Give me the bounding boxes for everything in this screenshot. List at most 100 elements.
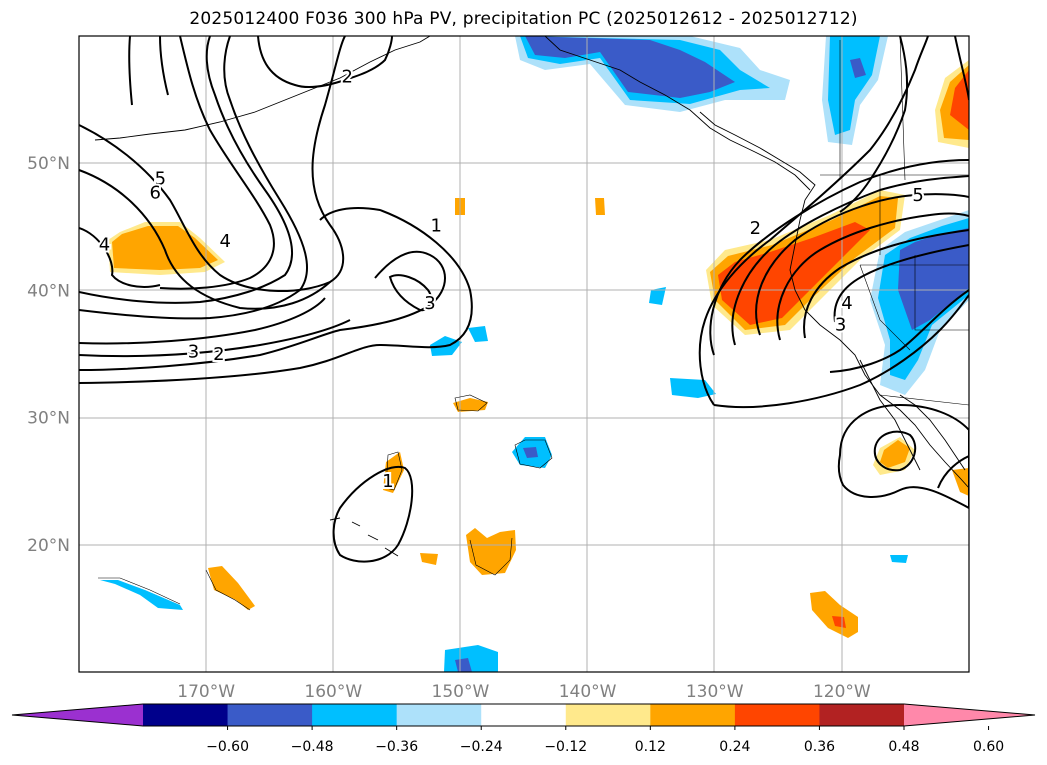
map-title: 2025012400 F036 300 hPa PV, precipitatio… — [189, 9, 858, 29]
colorbar-tick-label: −0.24 — [460, 739, 503, 755]
border-states — [859, 175, 969, 351]
pv-contour-jet-3 — [79, 250, 446, 371]
pv-contour-nw-3 — [79, 227, 161, 288]
colorbar-tick-label: 0.36 — [804, 739, 835, 755]
pv-contour-top-loop — [128, 36, 169, 106]
pv-contour-nw-5 — [79, 36, 294, 304]
contour-label: 2 — [342, 67, 353, 88]
precip-pos-cell-7 — [208, 566, 255, 610]
pv-contour-east-outer2 — [829, 289, 969, 373]
precip-neg-canada-core — [850, 58, 866, 78]
colorbar-tick-label: 0.12 — [635, 739, 666, 755]
latitude-label: 50°N — [27, 154, 70, 174]
latitude-label: 20°N — [27, 536, 70, 556]
colorbar-segment — [565, 704, 651, 726]
colorbar-extend-low — [12, 704, 143, 726]
precip-neg-alaska-core — [525, 36, 735, 98]
colorbar-segment — [819, 704, 905, 726]
longitude-labels: 170°W 160°W 150°W 140°W 130°W 120°W — [177, 682, 871, 702]
pv-contour-east-3 — [755, 193, 969, 336]
pv-contour-east-outer3 — [713, 294, 969, 409]
latitude-labels: 20°N 30°N 40°N 50°N — [27, 154, 70, 556]
colorbar-segment — [396, 704, 482, 726]
pv-contour-3-ring — [388, 274, 433, 312]
pv-contour-nw-6 — [159, 36, 275, 290]
map-area[interactable] — [79, 36, 969, 672]
pv-contour-mexico-2 — [873, 430, 917, 472]
contour-label: 5 — [155, 168, 166, 189]
precip-pos-mexico-mid — [880, 440, 910, 468]
precip-pos-cell-8 — [810, 591, 858, 638]
colorbar-segment — [312, 704, 398, 726]
longitude-label: 140°W — [559, 682, 617, 702]
pv-contour-east-5 — [803, 229, 969, 339]
border-us-mexico — [879, 394, 969, 406]
pv-contour-nw-2 — [79, 169, 331, 310]
contour-label: 1 — [382, 471, 393, 492]
contour-label: 5 — [912, 185, 923, 206]
pv-contour-hawaii-1 — [332, 465, 414, 563]
latitude-label: 30°N — [27, 409, 70, 429]
precip-pos-cell-2 — [595, 198, 605, 215]
contour-label: 2 — [213, 344, 224, 365]
pv-contour-top-2 — [257, 36, 393, 89]
precip-neg-cell-5-core — [523, 447, 538, 458]
precip-pos-cell-5 — [466, 528, 516, 575]
coastline-alaska-south — [544, 36, 811, 191]
contour-label: 6 — [150, 182, 161, 203]
longitude-label: 130°W — [686, 682, 744, 702]
pv-contour-mexico-1 — [837, 403, 969, 510]
contour-label: 1 — [431, 216, 442, 237]
contour-label: 3 — [188, 341, 199, 362]
colorbar-tick-label: −0.60 — [206, 739, 249, 755]
precip-pos-cell-3 — [453, 398, 488, 412]
colorbar-tick-label: −0.12 — [544, 739, 587, 755]
precip-neg-cell-1 — [649, 287, 666, 305]
colorbar-tick-label: 0.24 — [719, 739, 750, 755]
longitude-label: 170°W — [177, 682, 235, 702]
precip-neg-interior-core — [898, 228, 969, 330]
colorbar-segment — [650, 704, 736, 726]
precip-neg-cell-6 — [100, 580, 183, 610]
longitude-label: 120°W — [813, 682, 871, 702]
contour-label: 4 — [219, 231, 230, 252]
pv-contour-topright — [839, 36, 909, 213]
precip-pos-cell-6 — [420, 553, 438, 565]
colorbar-tick-label: 0.60 — [973, 739, 1004, 755]
precip-pos-topright-core — [950, 70, 969, 130]
coastline-bc-islands — [699, 111, 816, 201]
pv-contour-nw-4 — [79, 36, 308, 320]
pv-contour-east-outer — [698, 36, 929, 406]
precip-neg-cell-8 — [890, 555, 908, 563]
colorbar-outline — [11, 703, 1036, 727]
colorbar: −0.60 −0.48 −0.36 −0.24 −0.12 0.12 0.24 0.36 0.4… — [11, 703, 1036, 755]
pv-contours — [79, 36, 969, 563]
pv-contour-jet-0 — [79, 297, 326, 345]
precip-neg-canada-mid — [828, 36, 880, 135]
coastline-us-west — [789, 199, 969, 489]
map-frame — [78, 35, 970, 673]
longitude-label: 150°W — [432, 682, 490, 702]
contour-label: 4 — [99, 235, 110, 256]
contour-label: 2 — [750, 218, 761, 239]
contour-label: 4 — [841, 293, 852, 314]
precip-neg-cell-3 — [468, 326, 488, 342]
contour-label: 3 — [835, 315, 846, 336]
precip-neg-cell-7-core — [455, 658, 472, 672]
longitude-label: 160°W — [304, 682, 362, 702]
pv-contour-jet-1 — [79, 207, 473, 384]
contour-label: 3 — [424, 293, 435, 314]
coastline-mexico-main — [899, 394, 966, 471]
colorbar-segment — [227, 704, 313, 726]
colorbar-segment — [481, 704, 567, 726]
colorbar-tick-label: −0.36 — [375, 739, 418, 755]
colorbar-extend-high — [904, 704, 1035, 726]
colorbar-tick-label: 0.48 — [888, 739, 919, 755]
colorbar-segment — [143, 704, 229, 726]
precip-outlines — [98, 394, 553, 611]
latitude-label: 40°N — [27, 281, 70, 301]
pv-contour-east-6 — [833, 244, 969, 323]
colorbar-segment — [734, 704, 820, 726]
